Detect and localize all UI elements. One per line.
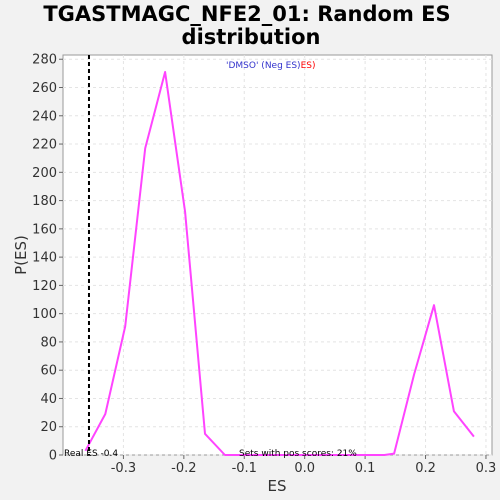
y-tick-label: 80 xyxy=(40,335,57,350)
x-tick-label: -0.3 xyxy=(111,461,136,476)
plot-area xyxy=(62,54,493,456)
series-group xyxy=(84,71,475,456)
legend: 'DMSO' (Neg ES)ES) xyxy=(226,61,316,71)
x-axis-label: ES xyxy=(268,477,287,495)
y-tick-label: 60 xyxy=(40,364,57,379)
y-tick-label: 200 xyxy=(32,166,57,181)
real-es-label: Real ES -0.4 xyxy=(64,449,118,459)
x-tick-label: 0.2 xyxy=(415,461,436,476)
y-tick-label: 180 xyxy=(32,194,57,209)
x-tick-label: 0.1 xyxy=(355,461,376,476)
y-tick-label: 240 xyxy=(32,109,57,124)
y-tick-label: 0 xyxy=(49,449,57,464)
y-tick-label: 220 xyxy=(32,138,57,153)
x-tick-label: 0.0 xyxy=(294,461,315,476)
y-axis-label: P(ES) xyxy=(12,235,30,275)
legend-part-neg-es: 'DMSO' (Neg ES) xyxy=(226,61,301,71)
x-tick-label: -0.1 xyxy=(232,461,257,476)
x-tick-label: -0.2 xyxy=(171,461,196,476)
y-tick-label: 140 xyxy=(32,251,57,266)
pos-scores-annotation: Sets with pos scores: 21% xyxy=(239,449,357,459)
grid-lines xyxy=(63,55,492,456)
series-line xyxy=(84,71,475,456)
legend-part-es: ES) xyxy=(301,61,316,71)
y-tick-label: 120 xyxy=(32,279,57,294)
y-tick-label: 160 xyxy=(32,222,57,237)
y-tick-label: 260 xyxy=(32,81,57,96)
x-axis-ticks: -0.3 -0.2 -0.1 0.0 0.1 0.2 0.3 xyxy=(111,455,497,476)
chart-title-line1: TGASTMAGC_NFE2_01: Random ES xyxy=(43,2,450,26)
chart-title-line2: distribution xyxy=(182,25,321,49)
y-tick-label: 20 xyxy=(40,420,57,435)
y-tick-label: 280 xyxy=(32,53,57,68)
x-tick-label: 0.3 xyxy=(476,461,497,476)
y-axis-ticks: 0 20 40 60 80 100 120 140 160 180 200 220 240 260 280 xyxy=(32,53,63,464)
y-tick-label: 100 xyxy=(32,307,57,322)
y-tick-label: 40 xyxy=(40,392,57,407)
